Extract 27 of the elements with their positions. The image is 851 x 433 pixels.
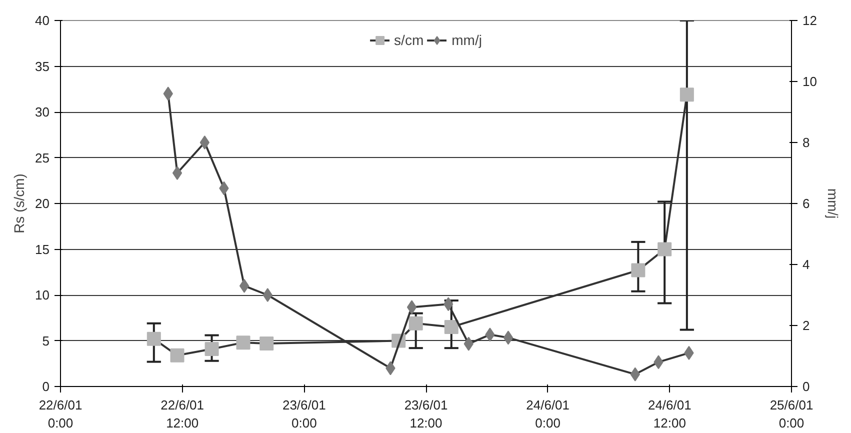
y-tick-label: 5 (42, 333, 50, 348)
legend-label: mm/j (452, 32, 482, 48)
y-tick-label: 40 (35, 13, 50, 28)
y2-tick-label: 10 (802, 74, 817, 89)
y-tick-label: 25 (35, 150, 50, 166)
x-tick-label: 25/6/01 0:00 (770, 398, 814, 430)
y2-tick-label: 4 (802, 257, 810, 272)
y-tick-label: 30 (35, 104, 50, 120)
y2-tick-label: 12 (802, 13, 817, 28)
y-tick-label: 20 (35, 196, 50, 211)
x-tick-label: 23/6/01 12:00 (404, 398, 448, 430)
y-tick-label: 10 (35, 288, 50, 302)
y2-tick-label: 0 (802, 379, 810, 394)
y2-tick-label: 8 (802, 135, 810, 150)
x-tick-label: 24/6/01 0:00 (526, 398, 570, 430)
legend-label: s/cm (394, 32, 424, 48)
x-tick-label: 24/6/01 12:00 (648, 398, 692, 430)
y-tick-label: 35 (35, 58, 50, 74)
y-tick-label: 0 (42, 379, 50, 394)
y2-tick-label: 6 (802, 196, 810, 211)
y-tick-label: 15 (35, 242, 50, 257)
x-tick-label: 23/6/01 0:00 (282, 398, 326, 430)
y-axis-title: Rs (s/cm) (11, 174, 28, 234)
y2-tick-label: 2 (802, 318, 810, 333)
x-tick-label: 22/6/01 12:00 (160, 398, 204, 430)
y2-axis-title: mm/j (824, 188, 841, 219)
x-tick-label: 22/6/01 0:00 (38, 398, 82, 430)
